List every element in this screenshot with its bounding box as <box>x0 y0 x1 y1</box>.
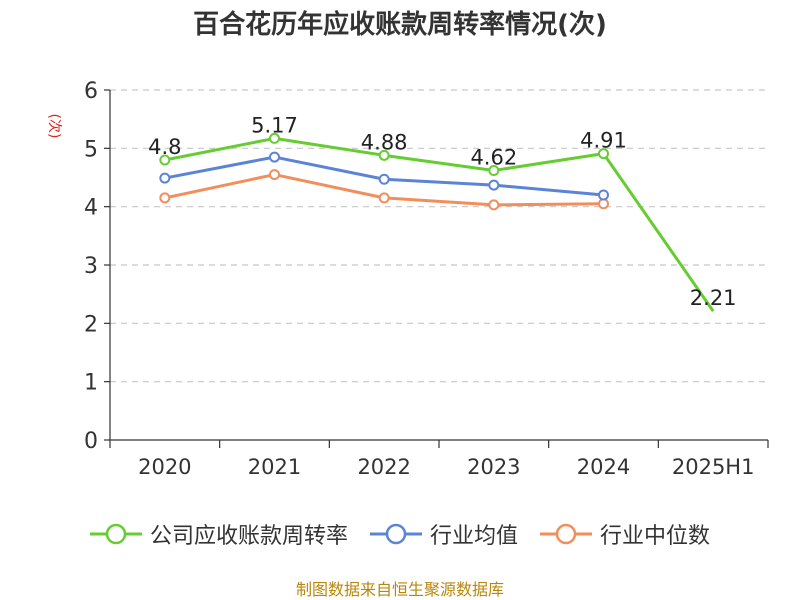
y-tick-label: 1 <box>84 371 98 396</box>
x-tick-label: 2023 <box>467 455 520 479</box>
data-point <box>488 179 500 191</box>
legend-swatch-industry-median <box>540 523 592 545</box>
data-label: 4.8 <box>148 135 181 159</box>
x-tick-label: 2025H1 <box>672 455 755 479</box>
data-point <box>598 198 609 210</box>
data-source-note: 制图数据来自恒生聚源数据库 <box>295 580 504 599</box>
x-tick-label: 2020 <box>138 455 191 479</box>
chart-title: 百合花历年应收账款周转率情况(次) <box>193 10 607 40</box>
data-point <box>378 173 390 185</box>
legend-swatch-marker <box>385 523 407 545</box>
data-point <box>378 149 390 161</box>
y-tick-label: 6 <box>84 79 98 104</box>
data-point <box>598 189 609 201</box>
data-point <box>269 151 280 163</box>
legend-swatch-company <box>89 523 142 545</box>
x-tick-label: 2022 <box>357 455 410 479</box>
legend-swatch-marker <box>105 523 127 545</box>
legend: 公司应收账款周转率 行业均值 行业中位数 <box>0 518 800 550</box>
series-line-0 <box>164 136 715 312</box>
data-label: 4.88 <box>361 130 408 154</box>
legend-item-industry-median[interactable]: 行业中位数 <box>540 518 710 550</box>
data-point <box>598 148 609 160</box>
data-point <box>159 154 171 166</box>
y-tick-label: 2 <box>84 312 98 337</box>
y-tick-label: 5 <box>84 137 98 162</box>
data-point <box>488 199 500 211</box>
legend-item-industry-mean[interactable]: 行业均值 <box>369 518 518 550</box>
legend-swatch-marker <box>555 523 577 545</box>
data-point <box>159 192 171 204</box>
legend-label-industry-mean: 行业均值 <box>429 524 518 549</box>
y-tick-label: 4 <box>84 196 98 221</box>
data-point <box>488 165 500 176</box>
y-tick-label: 0 <box>84 429 98 454</box>
data-label: 2.21 <box>690 286 737 310</box>
data-point <box>159 172 171 184</box>
data-point <box>269 132 280 144</box>
data-point <box>378 192 390 204</box>
data-label: 4.62 <box>470 146 517 170</box>
legend-item-company[interactable]: 公司应收账款周转率 <box>89 518 348 550</box>
y-tick-label: 3 <box>84 254 98 279</box>
y-axis-title: (次) <box>46 114 62 139</box>
data-label: 5.17 <box>251 113 298 137</box>
data-point <box>269 169 280 181</box>
x-tick-label: 2021 <box>248 455 301 479</box>
legend-label-company: 公司应收账款周转率 <box>149 524 348 549</box>
x-tick-label: 2024 <box>577 455 630 479</box>
data-label: 4.91 <box>580 129 627 153</box>
legend-swatch-industry-mean <box>369 523 422 545</box>
legend-label-industry-median: 行业中位数 <box>600 524 711 549</box>
